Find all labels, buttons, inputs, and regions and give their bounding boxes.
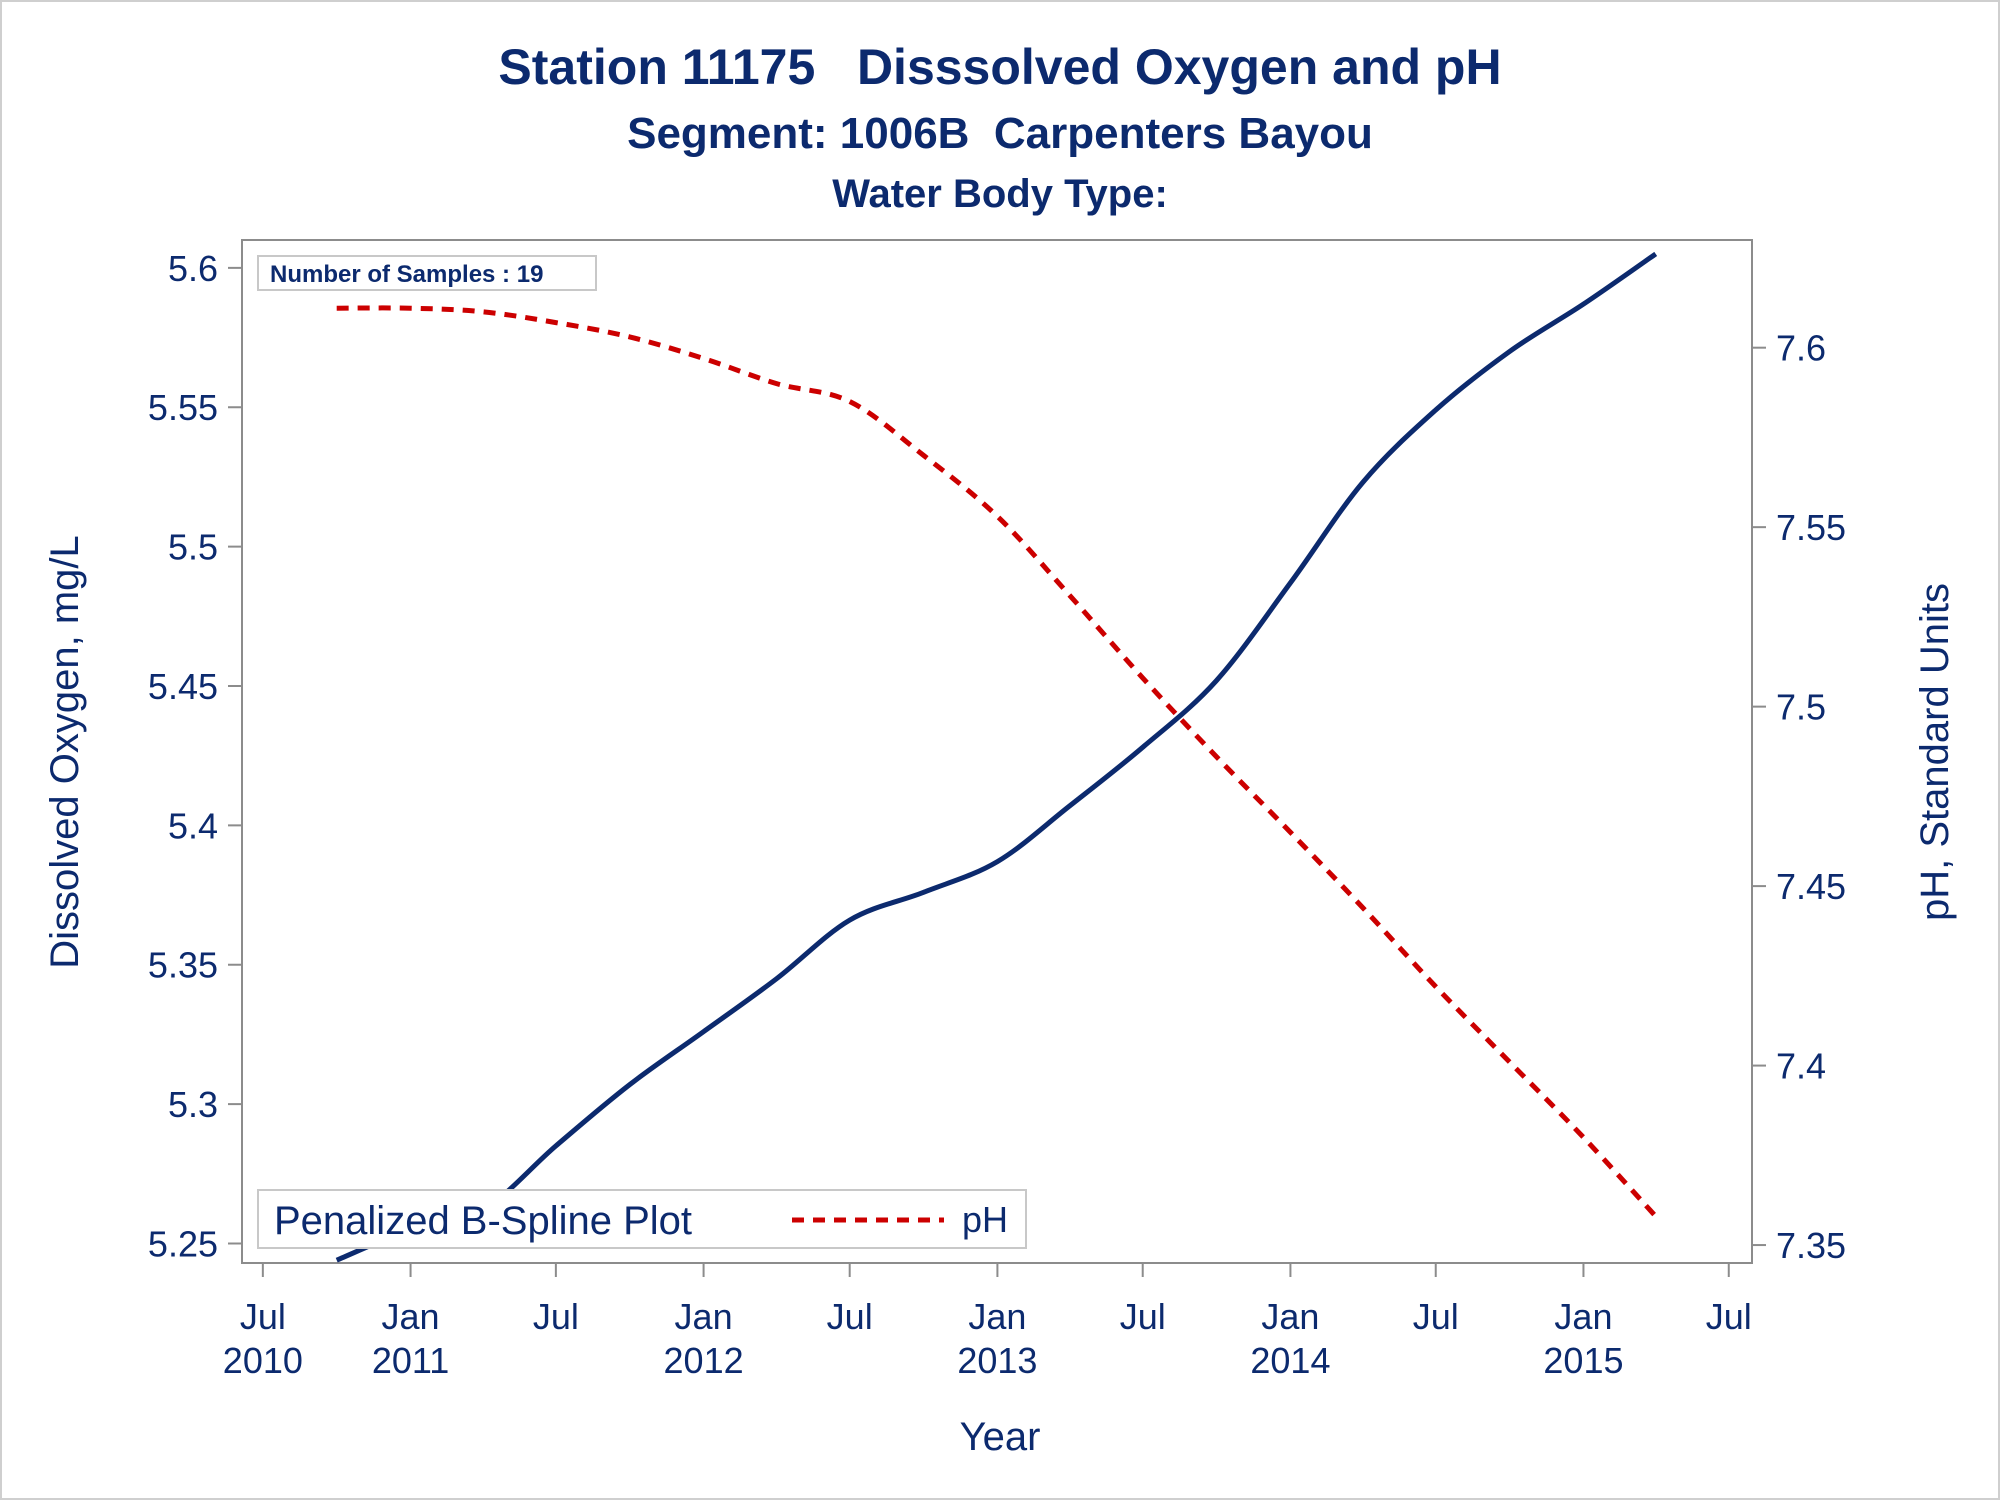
y-left-tick-label-3: 5.4 — [168, 805, 218, 846]
plot-area — [241, 239, 1753, 1264]
legend: Penalized B-Spline Plot pH — [257, 1189, 1027, 1249]
y-left-tick-label-5: 5.5 — [168, 527, 218, 568]
x-tick-label-month-8: Jul — [1413, 1296, 1459, 1337]
y-right-tick-label-1: 7.4 — [1776, 1046, 1826, 1087]
y-right-tick-label-2: 7.45 — [1776, 866, 1846, 907]
chart-subtitle: Segment: 1006B Carpenters Bayou — [627, 109, 1373, 158]
chart-third-title: Water Body Type: — [832, 172, 1168, 216]
y-axis-left: 5.25 5.3 5.35 5.4 5.45 5.5 5.55 5.6 — [148, 248, 242, 1264]
x-tick-label-month-7: Jan — [1261, 1296, 1319, 1337]
y-right-tick-label-4: 7.55 — [1776, 507, 1846, 548]
y-right-tick-label-0: 7.35 — [1776, 1225, 1846, 1266]
x-axis-label: Year — [960, 1415, 1041, 1459]
series-line-dissolved-oxygen — [335, 251, 1658, 1263]
y-left-tick-label-6: 5.55 — [148, 387, 218, 428]
series-line-ph — [336, 305, 1658, 1218]
samples-inset-label: Number of Samples : 19 — [270, 261, 543, 288]
y-right-tick-label-3: 7.5 — [1776, 687, 1826, 728]
y-axis-right-label: pH, Standard Units — [1913, 583, 1957, 921]
x-tick-label-month-5: Jan — [968, 1296, 1026, 1337]
legend-entry-ph: pH — [962, 1199, 1008, 1240]
chart-title: Station 11175 Disssolved Oxygen and pH — [498, 39, 1501, 95]
x-tick-label-month-10: Jul — [1706, 1296, 1752, 1337]
x-tick-label-month-0: Jul — [240, 1296, 286, 1337]
y-left-tick-label-4: 5.45 — [148, 666, 218, 707]
x-tick-label-month-6: Jul — [1120, 1296, 1166, 1337]
x-tick-label-month-9: Jan — [1554, 1296, 1612, 1337]
x-tick-label-month-3: Jan — [675, 1296, 733, 1337]
x-tick-label-year-5: 2013 — [957, 1340, 1037, 1381]
y-left-tick-label-2: 5.35 — [148, 945, 218, 986]
y-axis-left-label: Dissolved Oxygen, mg/L — [43, 535, 87, 969]
x-tick-label-year-9: 2015 — [1543, 1340, 1623, 1381]
x-tick-label-month-4: Jul — [827, 1296, 873, 1337]
y-left-tick-label-1: 5.3 — [168, 1084, 218, 1125]
y-axis-right: 7.35 7.4 7.45 7.5 7.55 7.6 — [1752, 328, 1846, 1266]
x-tick-label-year-7: 2014 — [1250, 1340, 1330, 1381]
y-left-tick-label-7: 5.6 — [168, 248, 218, 289]
y-right-tick-label-5: 7.6 — [1776, 328, 1826, 369]
samples-inset-box — [257, 255, 597, 291]
x-tick-label-year-3: 2012 — [664, 1340, 744, 1381]
x-tick-label-year-1: 2011 — [372, 1340, 449, 1381]
x-tick-label-month-1: Jan — [382, 1296, 440, 1337]
x-tick-label-month-2: Jul — [533, 1296, 579, 1337]
legend-title: Penalized B-Spline Plot — [274, 1199, 692, 1243]
x-tick-label-year-0: 2010 — [223, 1340, 303, 1381]
samples-inset: Number of Samples : 19 — [257, 255, 597, 291]
y-left-tick-label-0: 5.25 — [148, 1223, 218, 1264]
